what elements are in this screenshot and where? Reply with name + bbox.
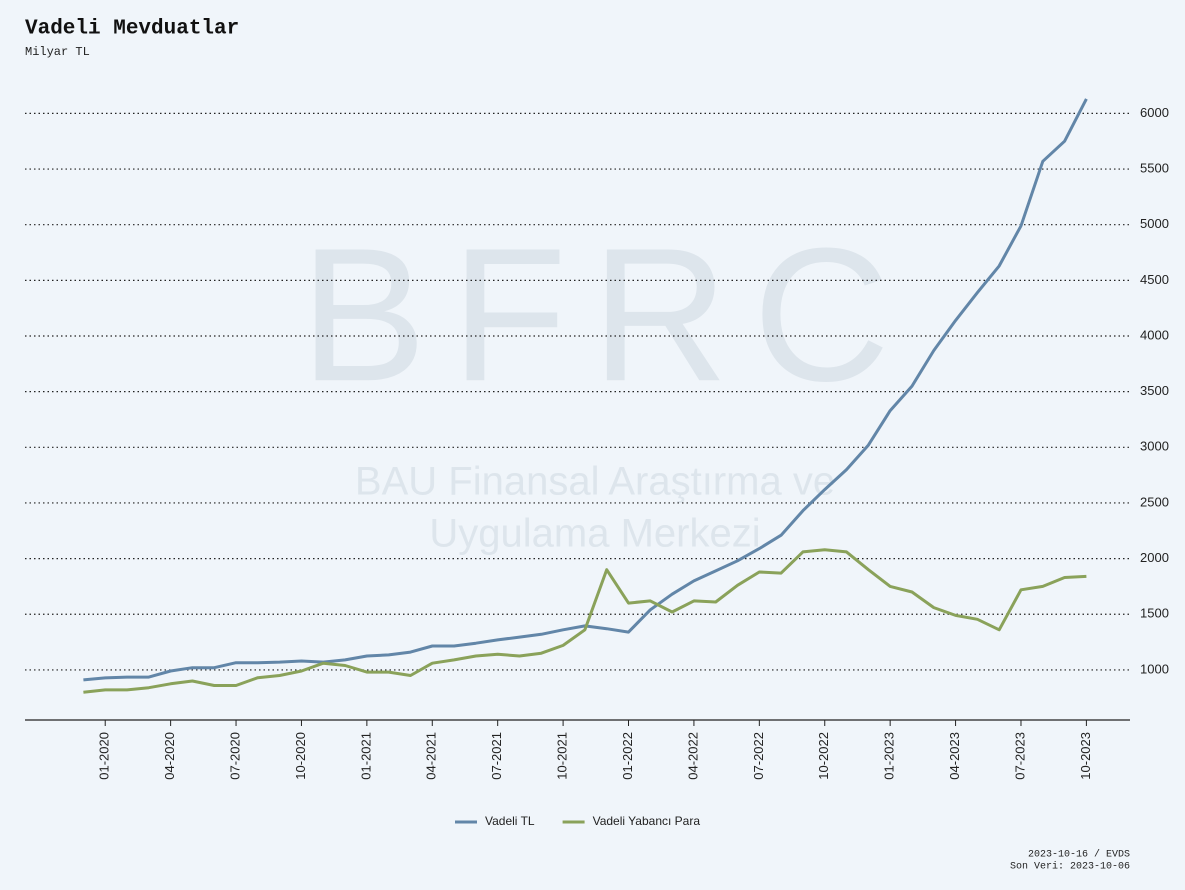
x-tick-label: 01-2020 [97, 732, 112, 780]
watermark: BFRC [300, 209, 890, 421]
x-tick-label: 01-2023 [882, 732, 897, 780]
y-tick-label: 1000 [1140, 661, 1169, 676]
legend-label: Vadeli Yabancı Para [593, 814, 701, 828]
x-tick-label: 07-2023 [1012, 732, 1027, 780]
footer: 2023-10-16 / EVDS [1028, 849, 1130, 861]
x-tick-label: 04-2023 [947, 732, 962, 780]
watermark: BAU Finansal Araştırma ve [355, 460, 835, 504]
x-tick-label: 04-2022 [685, 732, 700, 780]
y-tick-label: 5000 [1140, 216, 1169, 231]
x-tick-label: 10-2020 [293, 732, 308, 780]
x-tick-label: 10-2022 [816, 732, 831, 780]
line-series [83, 98, 1088, 682]
y-tick-label: 1500 [1140, 606, 1169, 621]
y-tick-label: 6000 [1140, 105, 1169, 120]
y-tick-label: 4500 [1140, 272, 1169, 287]
chart-title: Vadeli Mevduatlar [25, 18, 239, 41]
x-tick-label: 01-2022 [620, 732, 635, 780]
y-tick-label: 2500 [1140, 494, 1169, 509]
y-tick-label: 3000 [1140, 439, 1169, 454]
x-tick-label: 10-2021 [555, 732, 570, 780]
footer: Son Veri: 2023-10-06 [1010, 861, 1130, 873]
x-tick-label: 10-2023 [1078, 732, 1093, 780]
x-tick-label: 01-2021 [358, 732, 373, 780]
x-tick-label: 04-2020 [162, 732, 177, 780]
y-tick-label: 4000 [1140, 327, 1169, 342]
y-tick-label: 5500 [1140, 160, 1169, 175]
watermark: Uygulama Merkezi [429, 512, 760, 556]
y-tick-label: 3500 [1140, 383, 1169, 398]
legend-label: Vadeli TL [485, 814, 535, 828]
chart-subtitle: Milyar TL [25, 45, 90, 59]
x-tick-label: 07-2020 [227, 732, 242, 780]
x-tick-label: 07-2022 [751, 732, 766, 780]
line-series [83, 548, 1087, 694]
y-tick-label: 2000 [1140, 550, 1169, 565]
x-tick-label: 07-2021 [489, 732, 504, 780]
x-tick-label: 04-2021 [424, 732, 439, 780]
